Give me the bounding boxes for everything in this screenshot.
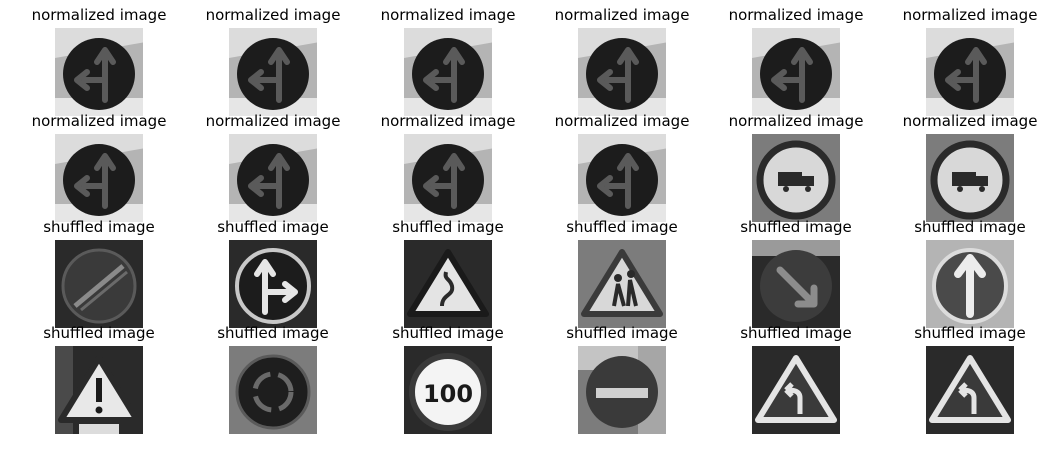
panel-title: shuffled image bbox=[914, 218, 1026, 236]
panel-title: shuffled image bbox=[43, 218, 155, 236]
curve-warning-sign-icon bbox=[926, 346, 1014, 434]
roundabout-sign-icon bbox=[229, 346, 317, 434]
panel-title: shuffled image bbox=[566, 218, 678, 236]
image-panel: normalized image bbox=[709, 6, 883, 116]
image-panel: shuffled image bbox=[12, 324, 186, 434]
ahead-or-left-sign-icon bbox=[229, 134, 317, 222]
image-panel: shuffled image bbox=[361, 218, 535, 328]
panel-title: normalized image bbox=[380, 6, 516, 24]
no-trucks-sign-icon bbox=[926, 134, 1014, 222]
image-panel: shuffled image bbox=[709, 324, 883, 434]
image-panel: normalized image bbox=[535, 112, 709, 222]
image-panel: shuffled image bbox=[883, 324, 1057, 434]
image-panel: normalized image bbox=[186, 112, 360, 222]
panel-title: shuffled image bbox=[740, 324, 852, 342]
keep-right-sign-icon bbox=[752, 240, 840, 328]
panel-title: shuffled image bbox=[217, 324, 329, 342]
no-trucks-sign-icon bbox=[752, 134, 840, 222]
image-panel: normalized image bbox=[12, 6, 186, 116]
ahead-only-sign-icon bbox=[926, 240, 1014, 328]
image-panel: normalized image bbox=[186, 6, 360, 116]
image-panel: shuffled image 100 bbox=[361, 324, 535, 434]
image-panel: shuffled image bbox=[186, 324, 360, 434]
image-panel: shuffled image bbox=[186, 218, 360, 328]
ahead-or-left-sign-icon bbox=[926, 28, 1014, 116]
panel-title: normalized image bbox=[31, 112, 167, 130]
ahead-or-right-sign-icon bbox=[229, 240, 317, 328]
image-panel: normalized image bbox=[883, 6, 1057, 116]
end-of-restriction-sign-icon bbox=[55, 240, 143, 328]
image-panel: normalized image bbox=[361, 112, 535, 222]
panel-title: shuffled image bbox=[43, 324, 155, 342]
general-warning-sign-icon bbox=[55, 346, 143, 434]
image-panel: normalized image bbox=[361, 6, 535, 116]
panel-title: shuffled image bbox=[740, 218, 852, 236]
panel-title: shuffled image bbox=[217, 218, 329, 236]
panel-title: normalized image bbox=[205, 6, 341, 24]
panel-title: shuffled image bbox=[566, 324, 678, 342]
ahead-or-left-sign-icon bbox=[55, 134, 143, 222]
panel-title: shuffled image bbox=[392, 324, 504, 342]
ahead-or-left-sign-icon bbox=[578, 28, 666, 116]
image-panel: shuffled image bbox=[709, 218, 883, 328]
panel-title: normalized image bbox=[380, 112, 516, 130]
ahead-or-left-sign-icon bbox=[229, 28, 317, 116]
image-panel: normalized image bbox=[535, 6, 709, 116]
panel-title: normalized image bbox=[728, 112, 864, 130]
speed-limit-sign-icon: 100 bbox=[404, 346, 492, 434]
image-panel: normalized image bbox=[709, 112, 883, 222]
ahead-or-left-sign-icon bbox=[752, 28, 840, 116]
ahead-or-left-sign-icon bbox=[578, 134, 666, 222]
panel-title: normalized image bbox=[728, 6, 864, 24]
speed-limit-text: 100 bbox=[423, 380, 473, 408]
image-panel: shuffled image bbox=[883, 218, 1057, 328]
panel-title: normalized image bbox=[902, 6, 1038, 24]
image-panel: normalized image bbox=[12, 112, 186, 222]
ahead-or-left-sign-icon bbox=[404, 134, 492, 222]
ahead-or-left-sign-icon bbox=[404, 28, 492, 116]
panel-title: normalized image bbox=[554, 6, 690, 24]
panel-title: normalized image bbox=[205, 112, 341, 130]
no-entry-sign-icon bbox=[578, 346, 666, 434]
panel-title: normalized image bbox=[554, 112, 690, 130]
image-panel: normalized image bbox=[883, 112, 1057, 222]
curve-warning-sign-icon bbox=[752, 346, 840, 434]
panel-title: shuffled image bbox=[914, 324, 1026, 342]
image-panel: shuffled image bbox=[535, 218, 709, 328]
panel-title: normalized image bbox=[31, 6, 167, 24]
image-panel: shuffled image bbox=[12, 218, 186, 328]
ahead-or-left-sign-icon bbox=[55, 28, 143, 116]
panel-title: shuffled image bbox=[392, 218, 504, 236]
children-crossing-sign-icon bbox=[578, 240, 666, 328]
image-panel: shuffled image bbox=[535, 324, 709, 434]
panel-title: normalized image bbox=[902, 112, 1038, 130]
double-curve-warning-sign-icon bbox=[404, 240, 492, 328]
